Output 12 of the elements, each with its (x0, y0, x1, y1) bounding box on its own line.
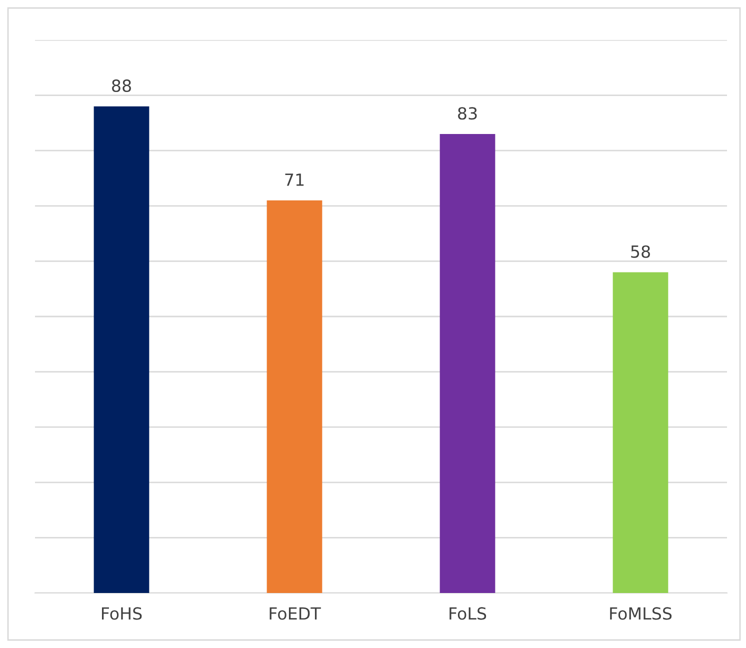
x-tick-label: FoMLSS (610, 607, 672, 620)
x-tick-label: FoEDT (270, 607, 321, 620)
data-label: 83 (458, 107, 477, 120)
x-tick-label: FoHS (102, 607, 142, 620)
x-tick-label: FoLS (450, 607, 486, 620)
bar (440, 134, 496, 593)
bar (612, 272, 668, 593)
data-label: 88 (112, 79, 131, 92)
bar (94, 106, 150, 593)
bar (266, 200, 322, 593)
data-label: 58 (631, 245, 650, 258)
data-label: 71 (285, 174, 304, 186)
